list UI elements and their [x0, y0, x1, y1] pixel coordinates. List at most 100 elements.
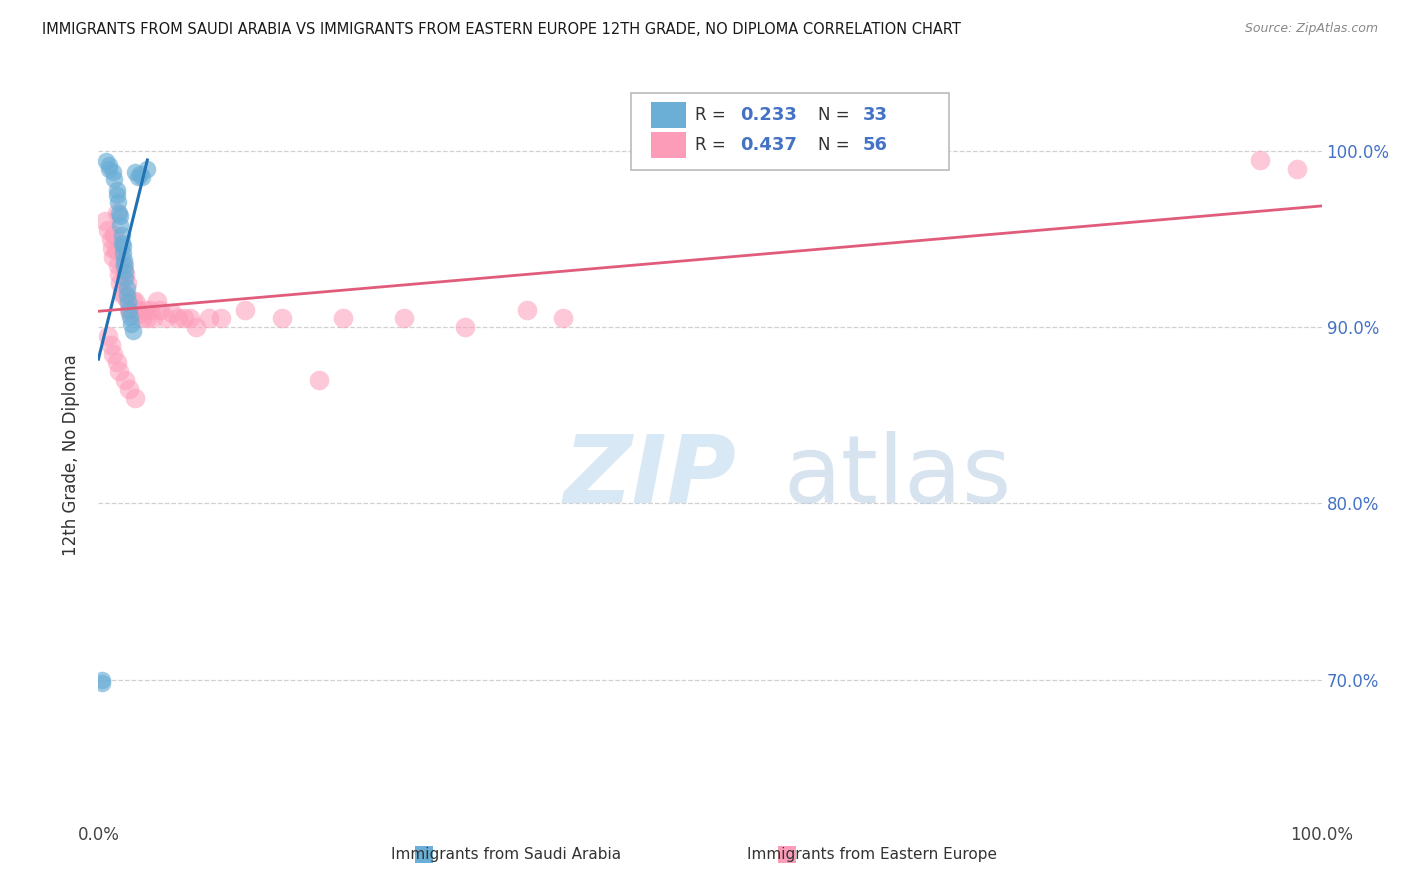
Point	[91, 676, 114, 690]
Point	[131, 311, 153, 326]
Text: 56: 56	[863, 136, 889, 154]
Point	[110, 276, 132, 290]
Point	[197, 311, 219, 326]
Point	[454, 320, 477, 334]
Text: 0.233: 0.233	[741, 106, 797, 124]
Point	[108, 364, 131, 378]
Point	[121, 293, 143, 308]
FancyBboxPatch shape	[651, 103, 686, 128]
Point	[101, 241, 124, 255]
Text: Immigrants from Saudi Arabia: Immigrants from Saudi Arabia	[391, 847, 621, 862]
Point	[101, 250, 124, 264]
Text: ZIP: ZIP	[564, 431, 737, 523]
Y-axis label: 12th Grade, No Diploma: 12th Grade, No Diploma	[62, 354, 80, 556]
Point	[94, 154, 117, 169]
Point	[233, 302, 256, 317]
Point	[121, 324, 143, 338]
Point	[101, 165, 124, 179]
Point	[107, 259, 129, 273]
Point	[1249, 153, 1271, 167]
Point	[111, 239, 134, 253]
Point	[105, 188, 128, 202]
Point	[103, 228, 125, 243]
Point	[270, 311, 294, 326]
Point	[110, 209, 132, 223]
Point	[120, 317, 142, 331]
Point	[118, 382, 141, 396]
Text: Source: ZipAtlas.com: Source: ZipAtlas.com	[1244, 22, 1378, 36]
Text: N =: N =	[818, 106, 855, 124]
Point	[146, 293, 169, 308]
Text: R =: R =	[696, 106, 731, 124]
Text: R =: R =	[696, 136, 731, 154]
Point	[124, 391, 146, 405]
Point	[98, 158, 121, 172]
Point	[115, 276, 138, 290]
Point	[100, 232, 122, 246]
Point	[111, 288, 134, 302]
Point	[108, 205, 131, 219]
Point	[515, 302, 537, 317]
Point	[127, 302, 149, 317]
Point	[111, 285, 134, 299]
Point	[392, 311, 416, 326]
Point	[105, 355, 128, 369]
Point	[118, 302, 141, 317]
Point	[553, 311, 575, 326]
Point	[155, 311, 177, 326]
Point	[129, 167, 152, 181]
Point	[105, 183, 128, 197]
Point	[108, 267, 131, 281]
Point	[97, 329, 120, 343]
Point	[117, 295, 139, 310]
Point	[127, 170, 149, 185]
Point	[111, 235, 134, 250]
Point	[110, 218, 132, 232]
Point	[118, 302, 141, 317]
Point	[114, 270, 136, 285]
Point	[98, 161, 121, 176]
Point	[129, 306, 152, 320]
FancyBboxPatch shape	[651, 132, 686, 158]
Point	[114, 267, 136, 281]
Point	[173, 311, 195, 326]
Point	[209, 311, 232, 326]
Point	[142, 311, 165, 326]
Point	[134, 302, 156, 317]
Point	[112, 253, 135, 268]
Text: 0.437: 0.437	[741, 136, 797, 154]
Text: IMMIGRANTS FROM SAUDI ARABIA VS IMMIGRANTS FROM EASTERN EUROPE 12TH GRADE, NO DI: IMMIGRANTS FROM SAUDI ARABIA VS IMMIGRAN…	[42, 22, 962, 37]
Point	[105, 205, 128, 219]
Point	[111, 228, 134, 243]
Text: N =: N =	[818, 136, 855, 154]
Point	[114, 264, 136, 278]
Point	[112, 259, 135, 273]
Point	[124, 293, 146, 308]
Point	[111, 246, 134, 260]
Point	[103, 172, 125, 186]
Point	[149, 302, 172, 317]
Point	[131, 170, 153, 185]
Point	[115, 281, 138, 295]
Point	[179, 311, 201, 326]
Point	[93, 214, 115, 228]
Point	[115, 288, 138, 302]
Point	[120, 310, 142, 324]
Point	[332, 311, 354, 326]
Point	[117, 293, 139, 308]
Point	[91, 673, 114, 687]
Point	[114, 373, 136, 387]
Point	[97, 223, 120, 237]
Point	[308, 373, 330, 387]
Point	[167, 311, 190, 326]
Point	[186, 320, 208, 334]
Point	[136, 311, 159, 326]
Text: 33: 33	[863, 106, 889, 124]
Point	[112, 259, 135, 273]
Point	[100, 338, 122, 352]
Point	[107, 194, 129, 209]
Point	[104, 243, 127, 257]
FancyBboxPatch shape	[630, 93, 949, 169]
Point	[120, 306, 142, 320]
Point	[101, 346, 124, 360]
